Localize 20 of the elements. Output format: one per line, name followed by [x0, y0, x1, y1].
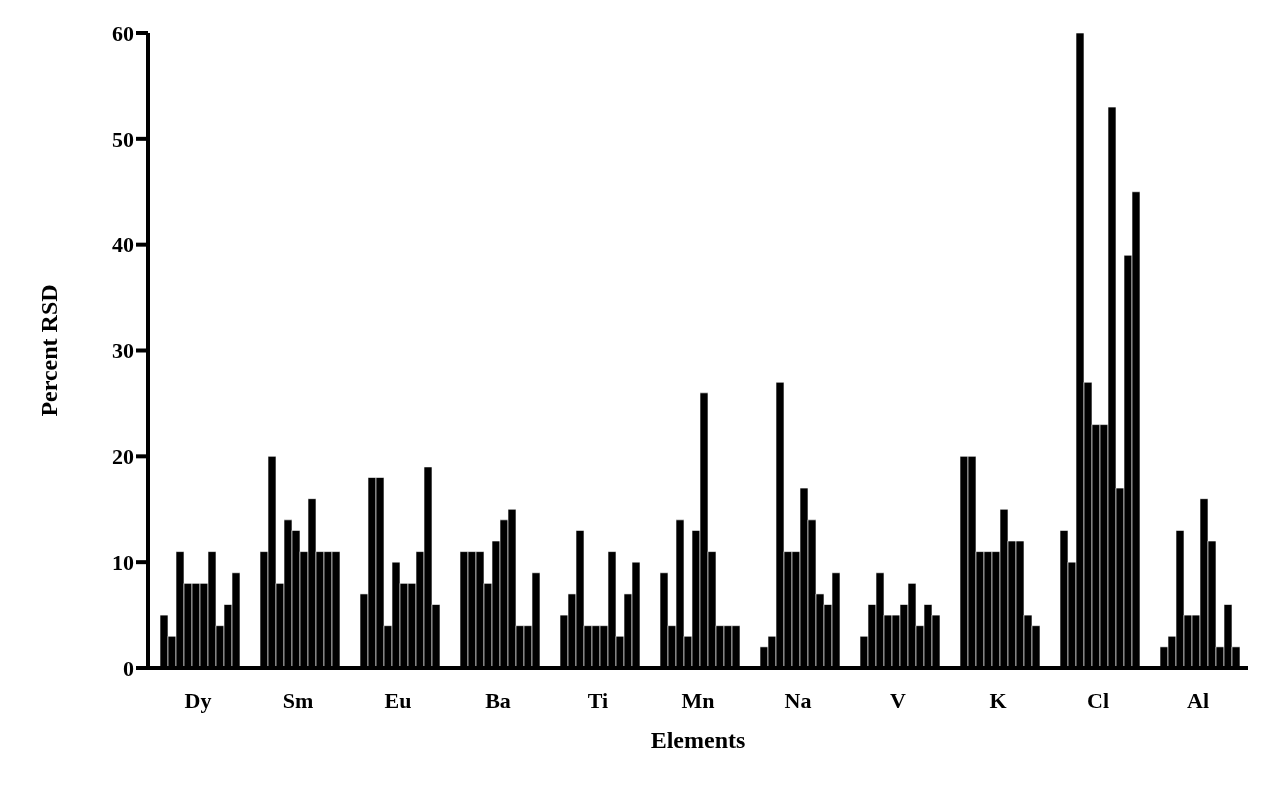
- y-axis-title: Percent RSD: [35, 284, 62, 417]
- y-tick-label: 30: [112, 338, 134, 364]
- x-tick-label: Sm: [282, 687, 314, 713]
- x-tick-label: Al: [1187, 687, 1209, 713]
- x-tick-label: Mn: [681, 687, 715, 713]
- x-tick-label: V: [890, 687, 907, 713]
- x-tick-label: Na: [784, 687, 812, 713]
- y-tick-label: 10: [112, 549, 134, 575]
- x-tick-label: Eu: [384, 687, 412, 713]
- x-axis-title: Elements: [650, 727, 746, 753]
- x-tick-label: Dy: [184, 687, 212, 713]
- y-tick-label: 40: [112, 232, 134, 258]
- x-tick-label: Ti: [587, 687, 609, 713]
- y-tick-label: 0: [123, 655, 134, 681]
- x-tick-label: Cl: [1087, 687, 1109, 713]
- x-tick-label: Ba: [485, 687, 511, 713]
- x-tick-label: K: [989, 687, 1007, 713]
- y-tick-label: 60: [112, 20, 134, 46]
- y-tick-label: 20: [112, 444, 134, 470]
- y-tick-label: 50: [112, 126, 134, 152]
